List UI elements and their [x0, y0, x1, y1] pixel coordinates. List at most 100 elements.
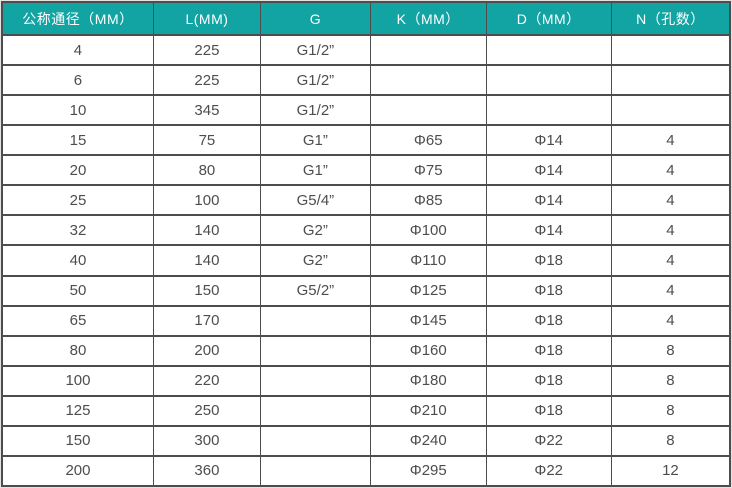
table-cell: [259, 304, 371, 337]
table-cell: Φ65: [369, 124, 487, 157]
table-cell: [259, 334, 371, 367]
table-cell: 6: [0, 64, 154, 97]
table-cell: G1”: [259, 154, 371, 187]
table-cell: Φ22: [485, 454, 612, 488]
table-cell: [259, 454, 371, 488]
table-cell: 100: [0, 364, 154, 397]
table-cell: 50: [0, 274, 154, 307]
table-cell: 15: [0, 124, 154, 157]
table-cell: 140: [152, 244, 261, 277]
table-cell: 65: [0, 304, 154, 337]
table-cell: 25: [0, 184, 154, 217]
table-cell: G1/2”: [259, 33, 371, 67]
table-cell: 4: [610, 244, 731, 277]
table-cell: 345: [152, 94, 261, 127]
table-cell: Φ240: [369, 424, 487, 457]
column-header: D（MM）: [485, 1, 612, 36]
table-cell: 75: [152, 124, 261, 157]
table-cell: G2”: [259, 244, 371, 277]
table-cell: G2”: [259, 214, 371, 247]
table-row: 200 360 Φ295 Φ22 12: [0, 454, 731, 488]
table-cell: Φ18: [485, 364, 612, 397]
table-cell: Φ85: [369, 184, 487, 217]
table-cell: 40: [0, 244, 154, 277]
column-header: G: [259, 1, 371, 36]
table-cell: 4: [610, 274, 731, 307]
table-row: 20 80 G1” Φ75 Φ14 4: [0, 154, 731, 187]
table-cell: 8: [610, 364, 731, 397]
table-row: 6 225 G1/2”: [0, 64, 731, 97]
table-row: 15 75 G1” Φ65 Φ14 4: [0, 124, 731, 157]
table-cell: G1/2”: [259, 64, 371, 97]
table-row: 50 150 G5/2” Φ125 Φ18 4: [0, 274, 731, 307]
table-row: 80 200 Φ160 Φ18 8: [0, 334, 731, 367]
table-cell: Φ18: [485, 304, 612, 337]
table-cell: 12: [610, 454, 731, 488]
table-cell: Φ160: [369, 334, 487, 367]
table-cell: 200: [152, 334, 261, 367]
table-cell: Φ18: [485, 274, 612, 307]
table-cell: Φ125: [369, 274, 487, 307]
table-cell: 4: [610, 154, 731, 187]
table-cell: G5/2”: [259, 274, 371, 307]
table-cell: 8: [610, 334, 731, 367]
table-cell: 360: [152, 454, 261, 488]
table-cell: 200: [0, 454, 154, 488]
header-row: 公称通径（MM） L(MM) G K（MM） D（MM） N（孔数）: [0, 1, 731, 36]
table-cell: Φ18: [485, 394, 612, 427]
table-cell: [259, 364, 371, 397]
table-cell: [485, 33, 612, 67]
table-cell: [369, 94, 487, 127]
table-row: 25 100 G5/4” Φ85 Φ14 4: [0, 184, 731, 217]
column-header: K（MM）: [369, 1, 487, 36]
table-cell: 225: [152, 64, 261, 97]
table-cell: Φ145: [369, 304, 487, 337]
column-header: N（孔数）: [610, 1, 731, 36]
table-cell: [610, 94, 731, 127]
table-cell: [485, 94, 612, 127]
table-cell: 20: [0, 154, 154, 187]
table-cell: 80: [152, 154, 261, 187]
table-cell: [259, 394, 371, 427]
table-cell: Φ18: [485, 334, 612, 367]
table-cell: [485, 64, 612, 97]
table-cell: 4: [610, 124, 731, 157]
table-body: 4 225 G1/2” 6 225 G1/2” 10 345 G1/2” 15 75 G1” Φ65 Φ1…: [0, 33, 731, 488]
table-cell: Φ180: [369, 364, 487, 397]
table-cell: 150: [152, 274, 261, 307]
table-cell: G1/2”: [259, 94, 371, 127]
table-row: 65 170 Φ145 Φ18 4: [0, 304, 731, 337]
table-cell: Φ295: [369, 454, 487, 488]
table-row: 100 220 Φ180 Φ18 8: [0, 364, 731, 397]
table-cell: 8: [610, 424, 731, 457]
table-cell: 4: [0, 33, 154, 67]
column-header: L(MM): [152, 1, 261, 36]
table-cell: 150: [0, 424, 154, 457]
table-cell: [369, 33, 487, 67]
table-cell: Φ14: [485, 154, 612, 187]
table-cell: 140: [152, 214, 261, 247]
table-row: 32 140 G2” Φ100 Φ14 4: [0, 214, 731, 247]
table-cell: Φ14: [485, 124, 612, 157]
table-cell: 4: [610, 304, 731, 337]
table-row: 125 250 Φ210 Φ18 8: [0, 394, 731, 427]
table-row: 10 345 G1/2”: [0, 94, 731, 127]
table-cell: G5/4”: [259, 184, 371, 217]
table-cell: 300: [152, 424, 261, 457]
table-cell: 4: [610, 184, 731, 217]
table-cell: [369, 64, 487, 97]
table-cell: Φ75: [369, 154, 487, 187]
table-cell: G1”: [259, 124, 371, 157]
table-cell: Φ18: [485, 244, 612, 277]
table-cell: Φ100: [369, 214, 487, 247]
table-cell: Φ22: [485, 424, 612, 457]
table-cell: Φ210: [369, 394, 487, 427]
table-cell: 170: [152, 304, 261, 337]
table-cell: 8: [610, 394, 731, 427]
table-header: 公称通径（MM） L(MM) G K（MM） D（MM） N（孔数）: [0, 1, 731, 36]
table-cell: 125: [0, 394, 154, 427]
table-cell: [259, 424, 371, 457]
table-cell: 10: [0, 94, 154, 127]
